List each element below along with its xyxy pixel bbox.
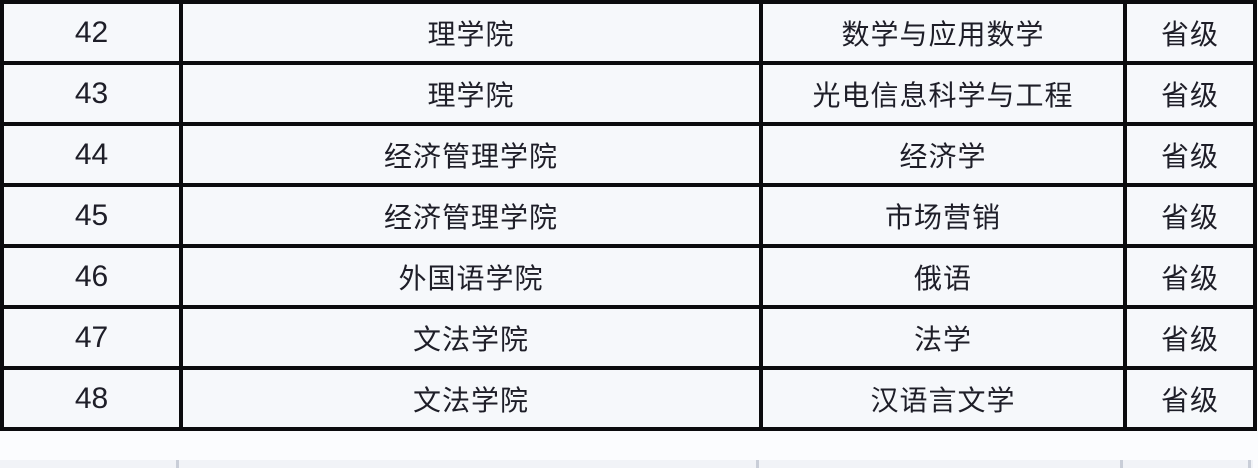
level-cell: 省级 [1123, 61, 1257, 126]
table-row: 43 理学院 光电信息科学与工程 省级 [0, 61, 1257, 126]
college-cell: 理学院 [179, 0, 763, 65]
row-number-cell: 43 [0, 61, 183, 126]
row-number-cell: 48 [0, 366, 183, 431]
college-cell: 经济管理学院 [179, 183, 763, 248]
level-cell: 省级 [1123, 122, 1257, 187]
college-cell: 经济管理学院 [179, 122, 763, 187]
major-cell: 经济学 [759, 122, 1127, 187]
table-row: 48 文法学院 汉语言文学 省级 [0, 366, 1257, 431]
row-number-cell: 46 [0, 244, 183, 309]
table-row: 44 经济管理学院 经济学 省级 [0, 122, 1257, 187]
level-cell: 省级 [1123, 305, 1257, 370]
level-cell: 省级 [1123, 183, 1257, 248]
majors-table: 42 理学院 数学与应用数学 省级 43 理学院 光电信息科学与工程 省级 44… [0, 0, 1257, 431]
level-cell: 省级 [1123, 0, 1257, 65]
table-row: 47 文法学院 法学 省级 [0, 305, 1257, 370]
major-cell: 俄语 [759, 244, 1127, 309]
college-cell: 文法学院 [179, 305, 763, 370]
column-divider [176, 460, 179, 468]
major-cell: 汉语言文学 [759, 366, 1127, 431]
row-number-cell: 45 [0, 183, 183, 248]
table-row: 45 经济管理学院 市场营销 省级 [0, 183, 1257, 248]
row-number-cell: 47 [0, 305, 183, 370]
major-cell: 法学 [759, 305, 1127, 370]
row-number-cell: 42 [0, 0, 183, 65]
college-cell: 文法学院 [179, 366, 763, 431]
major-cell: 数学与应用数学 [759, 0, 1127, 65]
college-cell: 理学院 [179, 61, 763, 126]
level-cell: 省级 [1123, 366, 1257, 431]
major-cell: 市场营销 [759, 183, 1127, 248]
table-row: 46 外国语学院 俄语 省级 [0, 244, 1257, 309]
column-divider [756, 460, 759, 468]
column-divider [1120, 460, 1123, 468]
table-row: 42 理学院 数学与应用数学 省级 [0, 0, 1257, 65]
college-cell: 外国语学院 [179, 244, 763, 309]
major-cell: 光电信息科学与工程 [759, 61, 1127, 126]
level-cell: 省级 [1123, 244, 1257, 309]
next-row-partial [0, 460, 1253, 468]
row-number-cell: 44 [0, 122, 183, 187]
column-divider [1248, 460, 1251, 468]
